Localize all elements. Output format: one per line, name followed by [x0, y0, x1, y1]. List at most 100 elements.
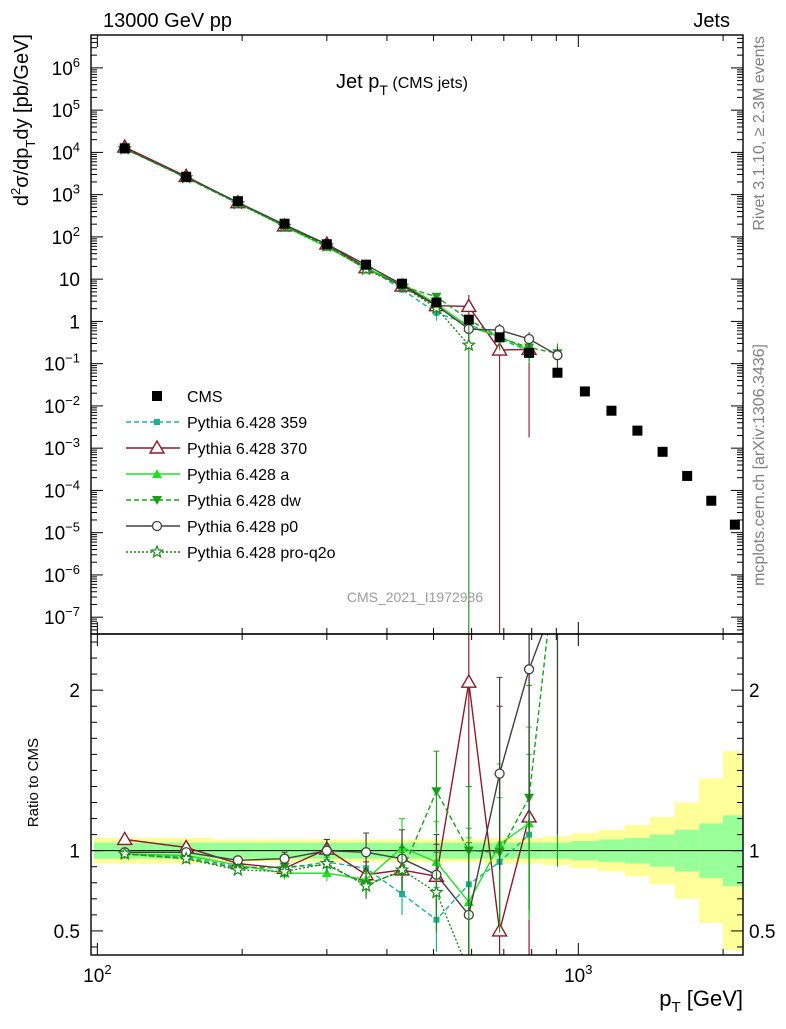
ratio-tick-label-right: 2: [749, 681, 760, 702]
series-4-ratio-point: [494, 768, 505, 779]
y-tick-label-exp: 2: [73, 224, 80, 239]
y-label-part-2: 2: [8, 188, 23, 195]
legend-marker-3: [152, 496, 162, 505]
ratio-frame: [90, 633, 744, 956]
cms-data-point: [579, 386, 590, 397]
legend-marker-4: [151, 520, 163, 532]
y-tick-label-exp: −7: [65, 604, 80, 619]
x-tick-label-exp: 2: [104, 962, 111, 977]
y-tick-label-exp: −6: [65, 562, 80, 577]
cms-data-point: [431, 297, 442, 308]
cms-data-point: [279, 218, 290, 229]
watermark-label: CMS_2021_I1972986: [347, 589, 483, 605]
y-tick-label: 10−5: [44, 520, 80, 545]
series-3-ratio-point: [431, 787, 442, 797]
series-5-ratio-point: [230, 862, 246, 877]
series-5-ratio-line: [124, 853, 463, 955]
y-tick-label-base: 10: [44, 397, 65, 418]
y-tick-label-base: 1: [69, 312, 80, 333]
legend-cms-label: CMS: [187, 389, 223, 406]
series-5-ratio-point: [117, 846, 133, 861]
series-1-main-point: [460, 298, 478, 313]
y-tick-label-exp: −4: [65, 477, 80, 492]
y-tick-label-base: 10: [44, 566, 65, 587]
series-5-ratio-point: [277, 863, 292, 878]
y-tick-label-base: 10: [52, 101, 73, 122]
plot-title-main: Jet p: [336, 71, 379, 93]
y-tick-label-exp: 3: [73, 182, 80, 197]
x-tick-label: 102: [83, 962, 111, 987]
series-5-main-point: [461, 337, 477, 352]
legend-marker-2: [152, 469, 162, 478]
legend-label-5: Pythia 6.428 pro-q2o: [187, 545, 336, 562]
y-tick-label: 104: [52, 139, 80, 164]
y-label-part-4: T: [23, 140, 38, 148]
cms-data-point: [494, 332, 505, 343]
y-tick-label-base: 10: [52, 59, 73, 80]
y-tick-label: 10: [59, 270, 80, 291]
y-label-part-1: d: [11, 195, 33, 206]
ratio-axis-label: Ratio to CMS: [25, 738, 42, 827]
header-left-label: 13000 GeV pp: [103, 10, 232, 32]
y-tick-label-base: 10: [44, 355, 65, 376]
cms-data-point: [706, 495, 717, 506]
series-4-main-point: [523, 333, 535, 345]
series-4-main-point: [552, 350, 563, 361]
header-right-label: Jets: [693, 10, 730, 32]
series-5-ratio-point: [463, 965, 474, 976]
side-label-bottom: mcplots.cern.ch [arXiv:1306.3436]: [751, 344, 768, 586]
y-tick-label-exp: −5: [65, 520, 80, 535]
legend-marker-0: [154, 419, 160, 425]
y-tick-label: 10−2: [44, 393, 80, 418]
legend-label-0: Pythia 6.428 359: [187, 415, 307, 432]
series-5-ratio: [117, 842, 474, 976]
cms-data-point: [181, 171, 192, 182]
ratio-tick-label-right: 0.5: [749, 922, 775, 943]
y-tick-label-base: 10: [44, 439, 65, 460]
cms-data: [119, 143, 740, 530]
y-tick-label: 103: [52, 182, 80, 207]
legend-marker-5: [149, 544, 165, 559]
y-tick-label: 106: [52, 55, 80, 80]
legend-label-1: Pythia 6.428 370: [187, 441, 307, 458]
x-label-sub: T: [671, 999, 680, 1016]
legend-label-3: Pythia 6.428 dw: [187, 493, 301, 510]
series-4-ratio-point: [523, 664, 535, 675]
y-tick-label: 102: [52, 224, 80, 249]
series-4-ratio-point: [279, 853, 290, 864]
cms-data-point: [729, 519, 740, 530]
series-3-main-point: [431, 292, 442, 302]
series-4-ratio-point: [321, 845, 332, 856]
series-5-main-line: [124, 148, 470, 346]
legend-marker-1: [148, 439, 166, 454]
y-tick-label-exp: 6: [73, 55, 80, 70]
legend-label-2: Pythia 6.428 a: [187, 467, 289, 484]
plot-title: Jet pT (CMS jets): [336, 71, 468, 98]
side-label-top: Rivet 3.1.10, ≥ 2.3M events: [751, 36, 768, 231]
y-tick-label-exp: −1: [65, 351, 80, 366]
series-5-ratio-point: [429, 884, 444, 899]
series-5-ratio-point: [358, 878, 374, 893]
series-1-ratio-point: [116, 831, 133, 846]
y-tick-label: 10−1: [44, 351, 80, 376]
x-label-unit: [GeV]: [681, 986, 743, 1011]
series-3-ratio-line: [124, 634, 549, 886]
y-label-part-3: σ/dp: [11, 148, 33, 188]
y-tick-label-base: 10: [59, 270, 80, 291]
x-tick-label: 103: [564, 962, 592, 987]
y-tick-label: 10−4: [44, 477, 80, 502]
series-1-ratio-point: [460, 673, 478, 688]
ratio-tick-label-left: 2: [69, 681, 80, 702]
cms-data-point: [321, 239, 332, 250]
y-tick-label: 10−6: [44, 562, 80, 587]
series-5-ratio-point: [178, 851, 194, 865]
legend-cms-marker: [152, 391, 162, 401]
y-label-part-5: dy [pb/GeV]: [11, 34, 33, 140]
y-tick-label-exp: −2: [65, 393, 80, 408]
cms-data-point: [524, 347, 535, 358]
cms-data-point: [606, 405, 617, 416]
series-3-ratio-point: [552, 542, 562, 551]
cms-data-point: [361, 259, 372, 270]
y-tick-label: 1: [69, 312, 80, 333]
